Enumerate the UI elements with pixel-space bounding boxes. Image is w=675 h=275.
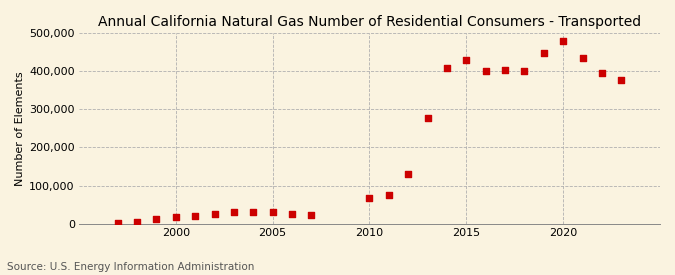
Point [267, 210, 278, 214]
Point [500, 68, 510, 72]
Point [481, 69, 491, 73]
Point [151, 217, 162, 221]
Point [403, 172, 414, 176]
Point [461, 57, 472, 62]
Point [170, 215, 181, 219]
Point [248, 210, 259, 214]
Point [577, 56, 588, 60]
Point [306, 213, 317, 217]
Point [209, 212, 220, 216]
Point [132, 220, 142, 224]
Point [364, 196, 375, 200]
Point [229, 210, 240, 214]
Point [383, 193, 394, 197]
Point [597, 71, 608, 75]
Point [422, 116, 433, 120]
Point [190, 214, 200, 218]
Y-axis label: Number of Elements: Number of Elements [15, 71, 25, 186]
Point [441, 66, 452, 70]
Title: Annual California Natural Gas Number of Residential Consumers - Transported: Annual California Natural Gas Number of … [98, 15, 641, 29]
Text: Source: U.S. Energy Information Administration: Source: U.S. Energy Information Administ… [7, 262, 254, 272]
Point [616, 77, 626, 82]
Point [519, 69, 530, 73]
Point [112, 221, 123, 225]
Point [539, 51, 549, 55]
Point [287, 212, 298, 216]
Point [558, 39, 568, 43]
